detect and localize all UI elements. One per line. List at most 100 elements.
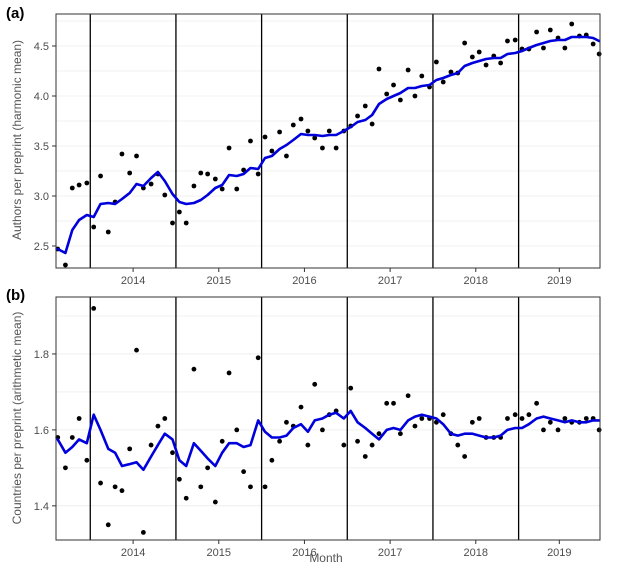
panel-b-data-point	[119, 488, 125, 494]
panel-a-frame	[55, 13, 601, 269]
panel-a-data-point	[462, 40, 468, 46]
panel-b-tag: (b)	[6, 287, 25, 304]
panel-b-frame	[55, 296, 601, 541]
panel-a-data-point	[212, 176, 218, 182]
panel-b-data-point	[305, 442, 311, 448]
panel-a-data-point	[241, 167, 247, 173]
panel-b-data-point	[127, 446, 133, 452]
panel-a-data-point	[433, 59, 439, 65]
panel-a-data-point	[384, 91, 390, 97]
panel-a-data-point	[534, 29, 540, 35]
panel-a-data-point	[419, 73, 425, 79]
panel-b-data-point	[170, 450, 175, 456]
panel-a-plot: 2.5 3.0 3.5 4.0 4.5 2014 2015 2016 2017 2018 2019	[34, 13, 602, 287]
panel-b-data-point	[140, 530, 146, 535]
panel-a-data-point	[326, 128, 332, 134]
panel-b-ytick-label: 1.8	[34, 349, 49, 361]
panel-a-data-point	[505, 38, 510, 44]
panel-b-data-point	[376, 431, 382, 437]
panel-a-data-point	[191, 183, 197, 189]
panel-b-data-point	[596, 427, 602, 433]
panel-a-data-point	[69, 185, 75, 191]
panel-a-data-point	[248, 138, 253, 144]
panel-b-ytick-label: 1.6	[34, 425, 49, 437]
panel-a-xtick-label: 2014	[121, 275, 145, 287]
panel-b-data-point	[362, 454, 368, 459]
panel-b-data-point	[526, 412, 532, 418]
panel-a-data-point	[134, 153, 139, 159]
panel-a-data-point	[498, 60, 504, 66]
panel-b-data-point	[134, 347, 139, 353]
panel-b-data-point	[312, 381, 318, 387]
panel-b-data-point	[384, 400, 390, 406]
panel-a-data-point	[440, 79, 446, 85]
panel-b-xlabel: Month	[309, 551, 342, 565]
panel-b-xtick-label: 2018	[464, 547, 488, 559]
panel-a-data-point	[397, 97, 403, 103]
panel-b-data-point	[198, 484, 204, 490]
panel-a-data-point	[205, 171, 211, 177]
panel-b-data-point	[176, 476, 182, 482]
panel-a-data-point	[98, 173, 103, 179]
panel-a-data-point	[476, 49, 482, 55]
panel-a-data-point	[234, 186, 240, 192]
panel-a-data-point	[119, 151, 125, 157]
panel-a-tag: (a)	[6, 5, 24, 22]
panel-b-data-point	[212, 499, 218, 505]
panel-a-data-point	[305, 128, 311, 134]
panel-a-data-point	[483, 62, 489, 68]
panel-a-data-point	[63, 262, 68, 268]
panel-b-data-point	[348, 385, 354, 391]
panel-b-data-point	[269, 457, 275, 463]
panel-a-xtick-label: 2015	[207, 275, 231, 287]
panel-a-data-point	[569, 21, 575, 27]
panel-b-xtick-label: 2014	[121, 547, 145, 559]
panel-b-data-point	[63, 465, 68, 471]
panel-b-xtick-label: 2019	[547, 547, 571, 559]
panel-b-data-point	[91, 305, 97, 311]
panel-b-xtick-label: 2015	[207, 547, 231, 559]
panel-a-data-point	[219, 186, 225, 192]
panel-b-data-point	[76, 416, 82, 421]
panel-a-trend-line	[56, 35, 601, 255]
panel-a-data-point	[105, 229, 111, 235]
panel-a-data-point	[162, 192, 168, 198]
panel-a-data-point	[76, 182, 82, 188]
panel-a-ytick-label: 3.5	[34, 141, 49, 153]
panel-a-data-point	[376, 66, 382, 72]
panel-b-data-point	[412, 423, 418, 429]
panel-a-data-point	[262, 134, 268, 140]
panel-b-data-point	[226, 370, 232, 376]
panel-a-data-point	[391, 82, 396, 88]
panel-b-data-point	[476, 416, 482, 421]
panel-a-data-point	[284, 153, 289, 159]
panel-a-data-point	[198, 170, 204, 176]
panel-b-data-point	[355, 438, 360, 444]
panel-a-ylabel: Authors per preprint (harmonic mean)	[10, 40, 24, 240]
panel-a-data-point	[226, 145, 232, 151]
panel-a-data-point	[469, 54, 475, 60]
panel-b-data-point	[69, 435, 75, 440]
panel-a-data-point	[333, 145, 339, 151]
panel-a-ytick-label: 4.5	[34, 41, 49, 53]
panel-b-data-point	[55, 435, 61, 440]
panel-a-data-point	[562, 45, 568, 51]
panel-a-xtick-label: 2017	[378, 275, 402, 287]
panel-a-data-point	[298, 116, 304, 122]
panel-a-data-point	[277, 129, 282, 135]
panel-b-data-point	[105, 522, 111, 528]
panel-b-data-point	[555, 427, 561, 433]
panel-b-xtick-label: 2016	[292, 547, 316, 559]
panel-b-data-point	[112, 484, 118, 490]
panel-b-data-point	[148, 442, 154, 448]
panel-a-xtick-label: 2019	[547, 275, 571, 287]
panel-b-data-point	[234, 427, 240, 433]
panel-b-data-point	[277, 438, 282, 444]
panel-b-data-point	[469, 419, 475, 425]
panel-a-data-point	[405, 67, 411, 73]
panel-a-data-point	[512, 37, 518, 43]
panel-b-data-point	[462, 454, 468, 459]
panel-b-data-point	[155, 423, 161, 429]
panel-b-data-point	[262, 484, 268, 490]
panel-a-data-point	[590, 41, 596, 47]
